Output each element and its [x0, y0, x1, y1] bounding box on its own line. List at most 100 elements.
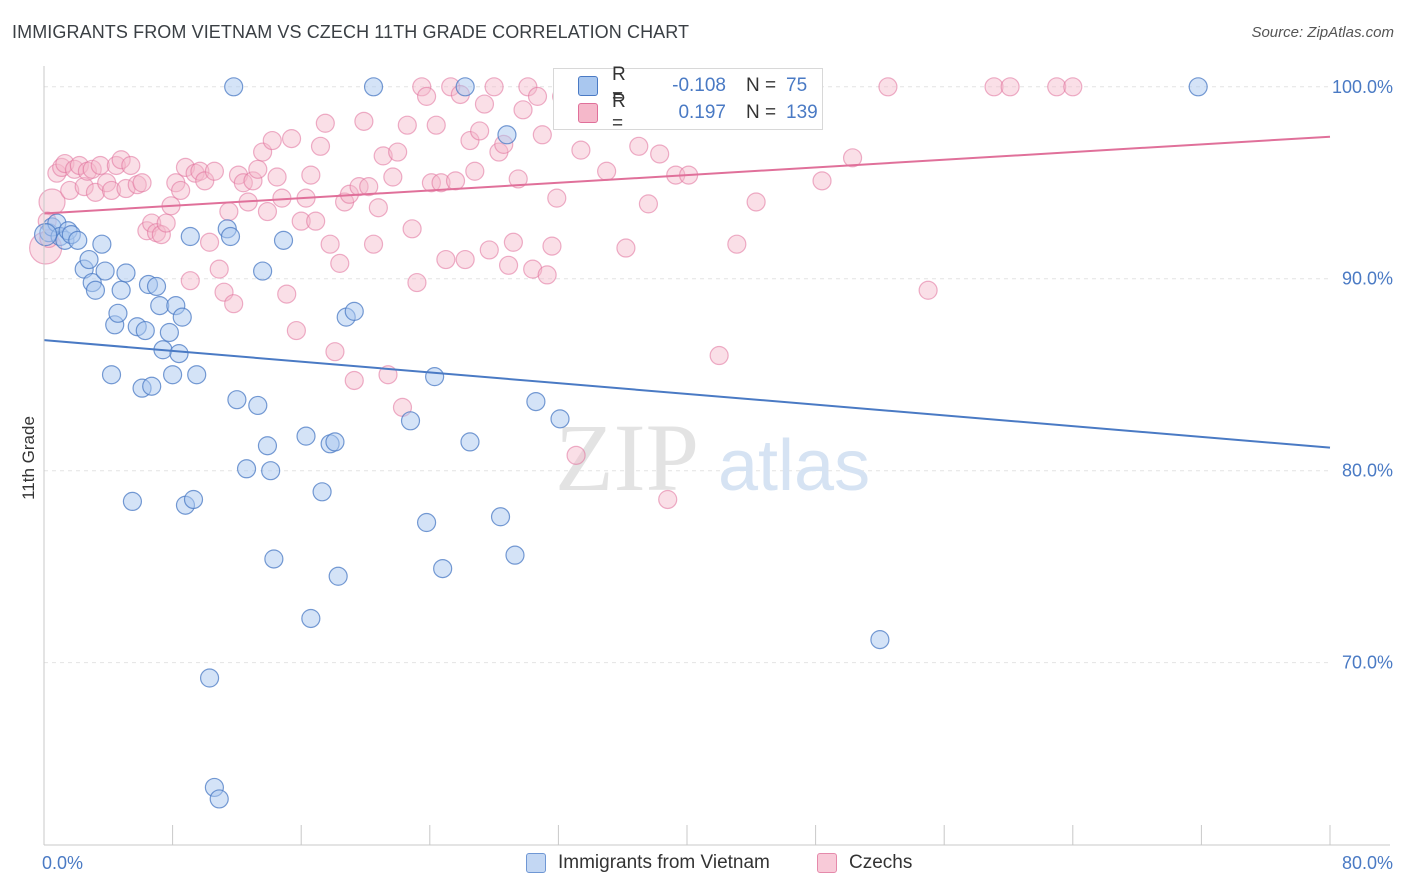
vietnam-point: [273, 230, 294, 250]
vietnam-point: [248, 395, 268, 416]
czechs-point: [224, 294, 244, 314]
vietnam-point: [236, 459, 257, 479]
legend-swatch-czechs: [578, 103, 598, 123]
czechs-point: [74, 177, 94, 197]
vietnam-point: [433, 558, 453, 579]
czechs-point: [195, 171, 215, 191]
vietnam-point: [325, 432, 345, 452]
czechs-point: [484, 77, 504, 97]
source-label: Source: ZipAtlas.com: [1251, 24, 1394, 41]
czechs-point: [650, 144, 670, 164]
czechs-point: [111, 150, 131, 170]
czechs-point: [566, 445, 586, 465]
czechs-points: [29, 77, 1083, 510]
vietnam-point: [301, 608, 321, 629]
vietnam-point: [111, 280, 131, 300]
czechs-point: [171, 180, 191, 201]
vietnam-point: [142, 376, 162, 396]
legend-r-label: R =: [612, 64, 626, 107]
y-tick-label: 70.0%: [1342, 653, 1393, 673]
czechs-point: [842, 148, 863, 168]
vietnam-point: [1188, 77, 1208, 97]
vietnam-points: [34, 77, 1208, 809]
watermark-atlas: atlas: [718, 426, 870, 506]
czechs-point: [281, 129, 302, 149]
trend-lines: [43, 135, 1331, 449]
vietnam-point: [101, 365, 122, 385]
axes: [43, 66, 1390, 846]
vietnam-point: [455, 77, 475, 97]
czechs-point: [320, 234, 340, 254]
czechs-point: [233, 173, 253, 193]
bottom-swatch-czechs: [817, 853, 837, 873]
czechs-point: [199, 232, 220, 252]
vietnam-point: [416, 512, 437, 533]
czechs-point: [426, 115, 446, 135]
czechs-point: [479, 240, 499, 260]
y-tick-label: 100.0%: [1332, 77, 1393, 97]
vietnam-point: [328, 566, 348, 586]
czechs-point: [571, 140, 591, 160]
y-tick-labels: 100.0% 90.0% 80.0% 70.0%: [1332, 77, 1393, 673]
czechs-point: [518, 77, 538, 97]
vietnam-point: [183, 489, 204, 510]
czechs-point: [455, 249, 475, 270]
vietnam-point: [79, 249, 99, 270]
czechs-point: [431, 173, 451, 193]
czechs-point: [175, 157, 196, 178]
czechs-point: [310, 136, 331, 156]
czechs-point: [709, 345, 729, 366]
vietnam-point: [497, 125, 517, 145]
vietnam-point: [220, 226, 241, 247]
czechs-point: [727, 234, 747, 254]
czechs-point: [90, 155, 110, 176]
czechs-point: [373, 146, 393, 166]
czechs-point: [383, 167, 403, 187]
legend-r-value-vietnam: -0.108: [672, 75, 726, 96]
czechs-point: [436, 249, 456, 270]
czechs-point: [503, 232, 523, 252]
czechs-point: [209, 259, 229, 279]
czechs-point: [330, 253, 350, 273]
czechs-point: [388, 142, 408, 162]
czechs-point: [325, 342, 345, 362]
chart-title: IMMIGRANTS FROM VIETNAM VS CZECH 11TH GR…: [12, 22, 690, 42]
y-tick-label: 80.0%: [1342, 461, 1393, 481]
stats-legend: R = -0.108 N = 75 R = 0.197 N = 139: [553, 64, 823, 134]
czechs-point: [101, 180, 122, 201]
czechs-point: [984, 77, 1004, 97]
czechs-point: [55, 153, 75, 174]
czechs-point: [597, 161, 617, 181]
vietnam-point: [526, 391, 546, 412]
vietnam-point: [224, 77, 244, 97]
czechs-point: [460, 130, 480, 151]
legend-n-value-czechs: 139: [786, 102, 818, 123]
legend-n-label: N =: [746, 102, 777, 123]
czechs-point: [537, 265, 557, 285]
vietnam-point: [363, 77, 384, 97]
czechs-point: [248, 159, 268, 179]
vietnam-point: [425, 367, 445, 387]
czechs-point: [151, 224, 171, 245]
czechs-point: [156, 213, 176, 233]
vietnam-point: [34, 222, 58, 247]
czechs-point: [257, 201, 278, 222]
vietnam-point: [172, 307, 192, 327]
bottom-legend-czechs: Czechs: [817, 852, 912, 874]
czechs-point: [523, 259, 543, 279]
czechs-point: [421, 173, 442, 193]
legend-r-value-czechs: 0.197: [678, 102, 726, 123]
czechs-point: [616, 238, 636, 258]
czechs-point: [508, 169, 528, 189]
czechs-point: [1000, 77, 1020, 97]
vietnam-point: [209, 789, 229, 809]
vietnam-point: [344, 301, 364, 321]
legend-r-label: R =: [612, 91, 626, 134]
czechs-point: [527, 86, 548, 106]
czechs-point: [638, 194, 659, 214]
czechs-point: [746, 192, 766, 212]
vietnam-trend-line: [43, 339, 1331, 449]
czechs-point: [878, 77, 898, 97]
czechs-point: [315, 113, 335, 133]
